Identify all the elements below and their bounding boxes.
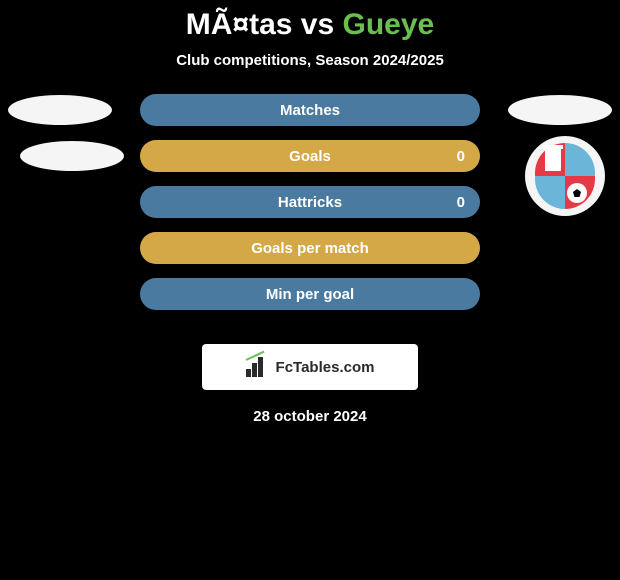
player2-placeholder-icon bbox=[508, 95, 612, 125]
stat-row-min-per-goal: Min per goal bbox=[0, 278, 620, 324]
stats-content: Matches Goals 0 Hattricks 0 Goals per ma… bbox=[0, 94, 620, 425]
stat-bar: Hattricks bbox=[140, 186, 480, 218]
fctables-logo-icon bbox=[246, 357, 270, 377]
header: MÃ¤tas vs Gueye Club competitions, Seaso… bbox=[0, 0, 620, 69]
page-title: MÃ¤tas vs Gueye bbox=[0, 8, 620, 42]
player1-name: MÃ¤tas bbox=[186, 8, 293, 41]
stat-bar: Goals per match bbox=[140, 232, 480, 264]
stat-bar: Matches bbox=[140, 94, 480, 126]
stat-row-goals-per-match: Goals per match bbox=[0, 232, 620, 278]
stat-value: 0 bbox=[457, 148, 465, 165]
player1-placeholder-icon bbox=[8, 95, 112, 125]
stat-label: Goals per match bbox=[251, 240, 369, 257]
stat-bar: Min per goal bbox=[140, 278, 480, 310]
stat-value: 0 bbox=[457, 194, 465, 211]
date-text: 28 october 2024 bbox=[0, 408, 620, 425]
stat-row-hattricks: Hattricks 0 bbox=[0, 186, 620, 232]
subtitle: Club competitions, Season 2024/2025 bbox=[0, 52, 620, 69]
player2-name: Gueye bbox=[343, 8, 435, 41]
fctables-text: FcTables.com bbox=[276, 359, 375, 376]
stat-label: Min per goal bbox=[266, 286, 354, 303]
stat-label: Goals bbox=[289, 148, 331, 165]
player1-placeholder-icon bbox=[20, 141, 124, 171]
stat-row-goals: Goals 0 bbox=[0, 140, 620, 186]
stat-label: Matches bbox=[280, 102, 340, 119]
stat-label: Hattricks bbox=[278, 194, 342, 211]
fctables-badge[interactable]: FcTables.com bbox=[202, 344, 418, 390]
vs-text: vs bbox=[292, 8, 342, 41]
stat-bar: Goals bbox=[140, 140, 480, 172]
stat-row-matches: Matches bbox=[0, 94, 620, 140]
